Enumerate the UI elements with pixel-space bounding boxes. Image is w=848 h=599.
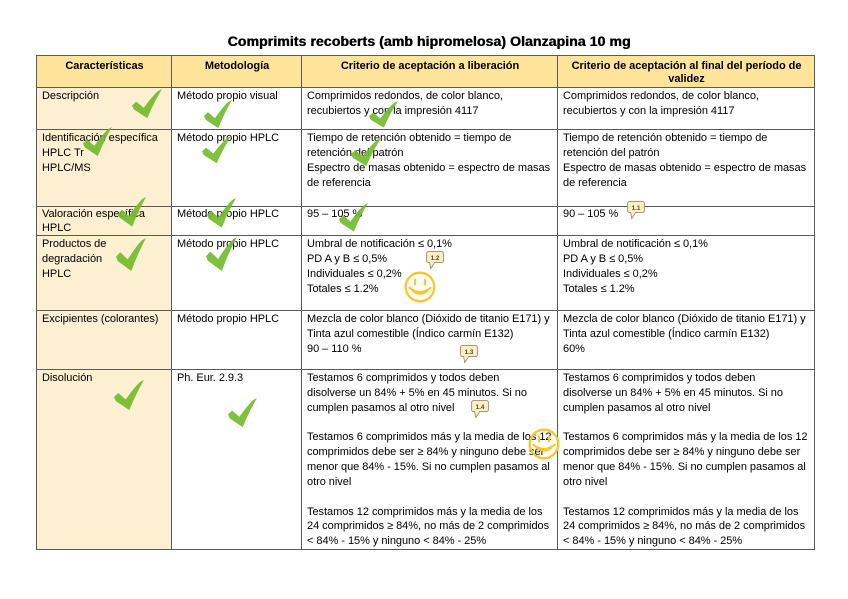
svg-text:1.4: 1.4 xyxy=(476,404,485,411)
svg-text:1.3: 1.3 xyxy=(464,349,473,356)
svg-text:1.2: 1.2 xyxy=(430,255,439,262)
svg-text:1.1: 1.1 xyxy=(631,205,640,212)
